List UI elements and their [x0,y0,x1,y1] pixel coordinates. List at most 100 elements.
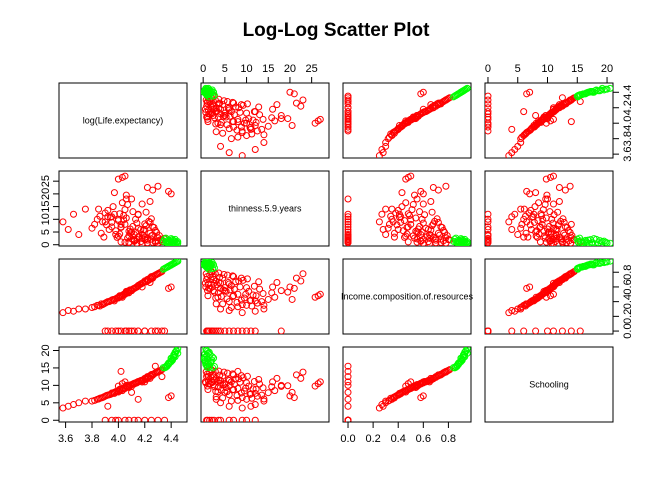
points-group [485,172,613,246]
data-point [224,279,232,287]
data-point [409,201,417,209]
data-point [114,175,122,183]
panel-frame [342,170,472,247]
data-point [237,372,245,380]
data-point [288,122,296,130]
data-point [104,327,112,334]
data-point [121,238,129,246]
data-point [344,236,352,244]
data-point [108,389,116,397]
data-point [344,123,352,131]
data-point [524,233,532,241]
data-point [398,189,406,197]
data-point [201,261,208,269]
data-point [117,327,125,334]
panel-frame [342,258,472,335]
data-point [258,298,266,306]
data-point [344,108,352,116]
data-point [523,187,531,195]
data-point [514,231,522,239]
data-point [292,274,300,282]
data-point [154,416,162,422]
data-point [243,416,251,422]
data-point [524,128,532,136]
bottom-axis-0: 3.6 3.8 4.0 4.2 4.4 [58,421,179,445]
data-point [344,220,352,228]
data-point [165,284,173,292]
data-point [387,212,395,220]
data-point [206,416,214,422]
data-point [390,233,398,241]
data-point [125,327,133,334]
data-point [130,327,138,334]
data-point [230,371,238,379]
data-point [234,303,242,311]
data-point [268,114,276,122]
data-point [233,298,241,306]
data-point [434,186,442,194]
data-point [485,232,492,240]
data-point [404,210,412,218]
data-point [247,327,255,334]
data-point [546,110,554,118]
data-point [242,384,250,392]
data-point [428,208,436,216]
data-point [154,270,162,278]
panel-2-2: Income.composition.of.resources [341,258,474,335]
data-point [532,295,540,303]
data-point [203,416,211,422]
data-point [379,225,387,233]
data-point [417,110,425,118]
data-point [574,265,582,273]
data-point [146,198,154,206]
data-point [251,327,259,334]
data-point [259,290,267,298]
data-point [424,225,432,233]
tick-label: 4.2 [622,100,634,115]
variable-label: Income.composition.of.resources [341,292,474,302]
data-point [606,239,613,246]
data-point [130,237,138,245]
data-point [114,327,122,334]
data-point [225,416,233,422]
panel-2-1 [200,258,330,335]
data-point [212,108,220,116]
data-point [154,182,162,190]
data-point [117,238,125,246]
data-point [121,172,129,180]
data-point [70,307,78,315]
tick-label: 4.0 [111,433,126,445]
data-point [237,274,245,282]
data-point [260,395,268,403]
data-point [388,215,396,223]
data-point [252,292,260,300]
data-point [567,220,575,228]
data-point [100,233,108,241]
data-point [344,381,352,389]
data-point [534,217,542,225]
data-point [390,229,398,237]
data-point [299,368,307,376]
data-point [249,291,257,299]
tick-label: 0 [40,242,52,248]
data-point [418,228,426,236]
data-point [234,385,242,393]
data-point [154,368,162,376]
data-point [598,238,606,246]
data-point [344,402,352,410]
data-point [437,238,445,246]
data-point [110,295,118,303]
data-point [549,200,557,208]
data-point [104,213,112,221]
data-point [563,238,571,246]
data-point [243,327,251,334]
data-point [223,369,231,377]
data-point [589,88,597,96]
data-point [532,189,540,197]
variable-label: Schooling [529,380,569,390]
data-point [407,216,415,224]
data-point [451,92,459,100]
tick-label: 5 [222,63,228,75]
panel-3-0 [58,346,188,423]
data-point [290,394,298,402]
